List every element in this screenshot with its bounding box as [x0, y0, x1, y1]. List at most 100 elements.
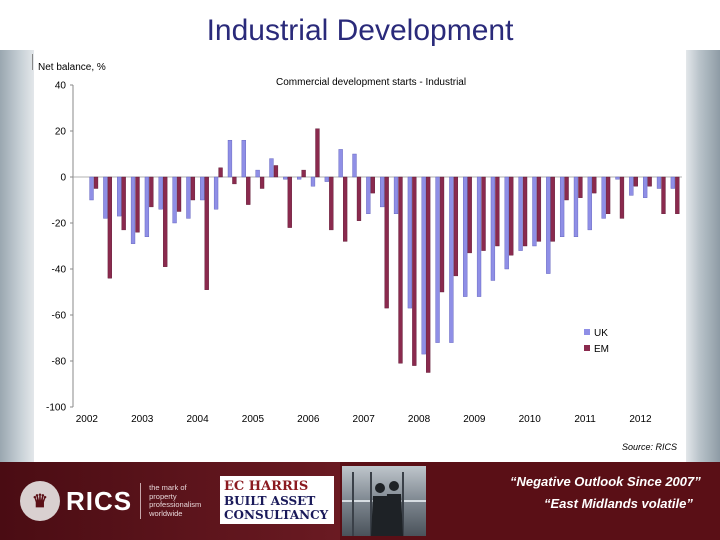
bar-em — [426, 176, 431, 373]
rics-divider — [140, 483, 142, 519]
y-tick-label: -100 — [46, 403, 66, 414]
bar-em — [647, 176, 652, 187]
bar-uk — [601, 176, 606, 219]
bar-em — [675, 176, 680, 214]
bar-em — [550, 176, 555, 242]
y-tick-label: 40 — [55, 81, 67, 92]
bar-uk — [656, 176, 662, 189]
bar-uk — [435, 176, 440, 343]
bar-em — [564, 176, 569, 201]
bar-uk — [172, 176, 177, 224]
bar-uk — [670, 176, 675, 189]
x-tick-label: 2006 — [297, 414, 320, 425]
y-tick-label: 0 — [60, 173, 66, 184]
bar-em — [301, 169, 306, 178]
bar-uk — [546, 176, 551, 274]
bar-em — [287, 176, 292, 228]
bar-em — [384, 176, 389, 309]
bar-em — [495, 176, 500, 247]
bar-uk — [407, 176, 413, 309]
bar-em — [163, 176, 168, 267]
rics-tagline: the mark of property professionalism wor… — [149, 483, 202, 518]
bar-uk — [130, 176, 136, 244]
x-tick-label: 2009 — [463, 414, 486, 425]
bar-em — [398, 176, 403, 364]
corner-mark — [32, 54, 33, 70]
bar-uk — [449, 176, 454, 343]
chart-title: Commercial development starts - Industri… — [276, 77, 466, 88]
bar-em — [370, 176, 375, 194]
slide-title: Industrial Development — [206, 14, 514, 47]
bar-uk — [310, 176, 316, 187]
lion-icon: ♛ — [20, 481, 60, 521]
bar-uk — [643, 176, 648, 198]
ec-harris-logo: EC HARRIS BUILT ASSET CONSULTANCY — [220, 476, 334, 524]
bar-em — [246, 176, 251, 205]
bar-uk — [366, 176, 371, 214]
bar-uk — [393, 176, 399, 214]
bar-uk — [504, 176, 509, 270]
bar-uk — [532, 176, 537, 247]
bar-em — [93, 176, 99, 189]
chart-panel: Net balance, % Commercial development st… — [34, 50, 686, 460]
bar-uk — [629, 176, 634, 196]
y-tick-label: -80 — [52, 357, 67, 368]
y-axis-title: Net balance, % — [38, 62, 106, 73]
bar-uk — [421, 176, 426, 355]
bar-uk — [200, 176, 205, 201]
legend-swatch-em — [584, 345, 590, 351]
x-tick-label: 2010 — [519, 414, 542, 425]
bar-uk — [117, 176, 122, 217]
bar-em — [176, 176, 182, 212]
photo-silhouettes — [342, 472, 426, 536]
bar-em — [107, 176, 112, 279]
bar-em — [578, 176, 583, 198]
x-tick-label: 2012 — [629, 414, 652, 425]
background-right-strip — [686, 50, 720, 462]
rics-wordmark: RICS — [66, 485, 133, 516]
bar-uk — [338, 149, 343, 178]
bar-uk — [352, 153, 357, 178]
x-tick-label: 2008 — [408, 414, 431, 425]
bar-chart: Net balance, % Commercial development st… — [38, 62, 682, 452]
bar-uk — [158, 176, 163, 210]
bar-em — [190, 176, 196, 201]
ec-harris-line-3: CONSULTANCY — [224, 508, 329, 522]
bar-uk — [587, 176, 592, 231]
y-tick-label: -60 — [52, 311, 67, 322]
bar-em — [273, 165, 279, 178]
bar-em — [467, 176, 472, 254]
axis-layer: 40 20 0 -20 -40 -60 -80 -100 2002 2003 2004 2005 200… — [46, 81, 682, 425]
footer-quote-negative-outlook: “Negative Outlook Since 2007” — [510, 474, 701, 489]
y-tick-label: -40 — [52, 265, 67, 276]
legend: UK EM — [584, 328, 609, 355]
background-left-strip — [0, 50, 34, 462]
bar-em — [661, 176, 666, 214]
bar-em — [121, 176, 126, 231]
legend-label-em: EM — [594, 344, 609, 355]
bar-uk — [144, 176, 150, 237]
bar-em — [135, 176, 140, 233]
bar-uk — [297, 176, 302, 180]
x-tick-label: 2007 — [353, 414, 376, 425]
bar-em — [481, 176, 486, 251]
bar-em — [633, 176, 638, 187]
rics-logo: ♛ RICS the mark of property professional… — [20, 476, 220, 526]
bar-uk — [283, 176, 288, 180]
bar-em — [412, 176, 417, 366]
bar-em — [605, 176, 611, 214]
bar-em — [204, 176, 209, 290]
bar-em — [149, 176, 154, 208]
bar-uk — [213, 176, 219, 210]
y-tick-label: 20 — [55, 127, 67, 138]
bar-em — [592, 176, 597, 194]
bar-uk — [186, 176, 191, 219]
bar-em — [619, 176, 625, 219]
business-people-photo — [342, 466, 426, 536]
bar-em — [536, 176, 542, 242]
ec-harris-line-2: BUILT ASSET — [224, 494, 316, 508]
y-tick-label: -20 — [52, 219, 67, 230]
bars-layer — [89, 128, 680, 373]
x-tick-label: 2011 — [574, 414, 596, 425]
bar-uk — [490, 176, 496, 281]
